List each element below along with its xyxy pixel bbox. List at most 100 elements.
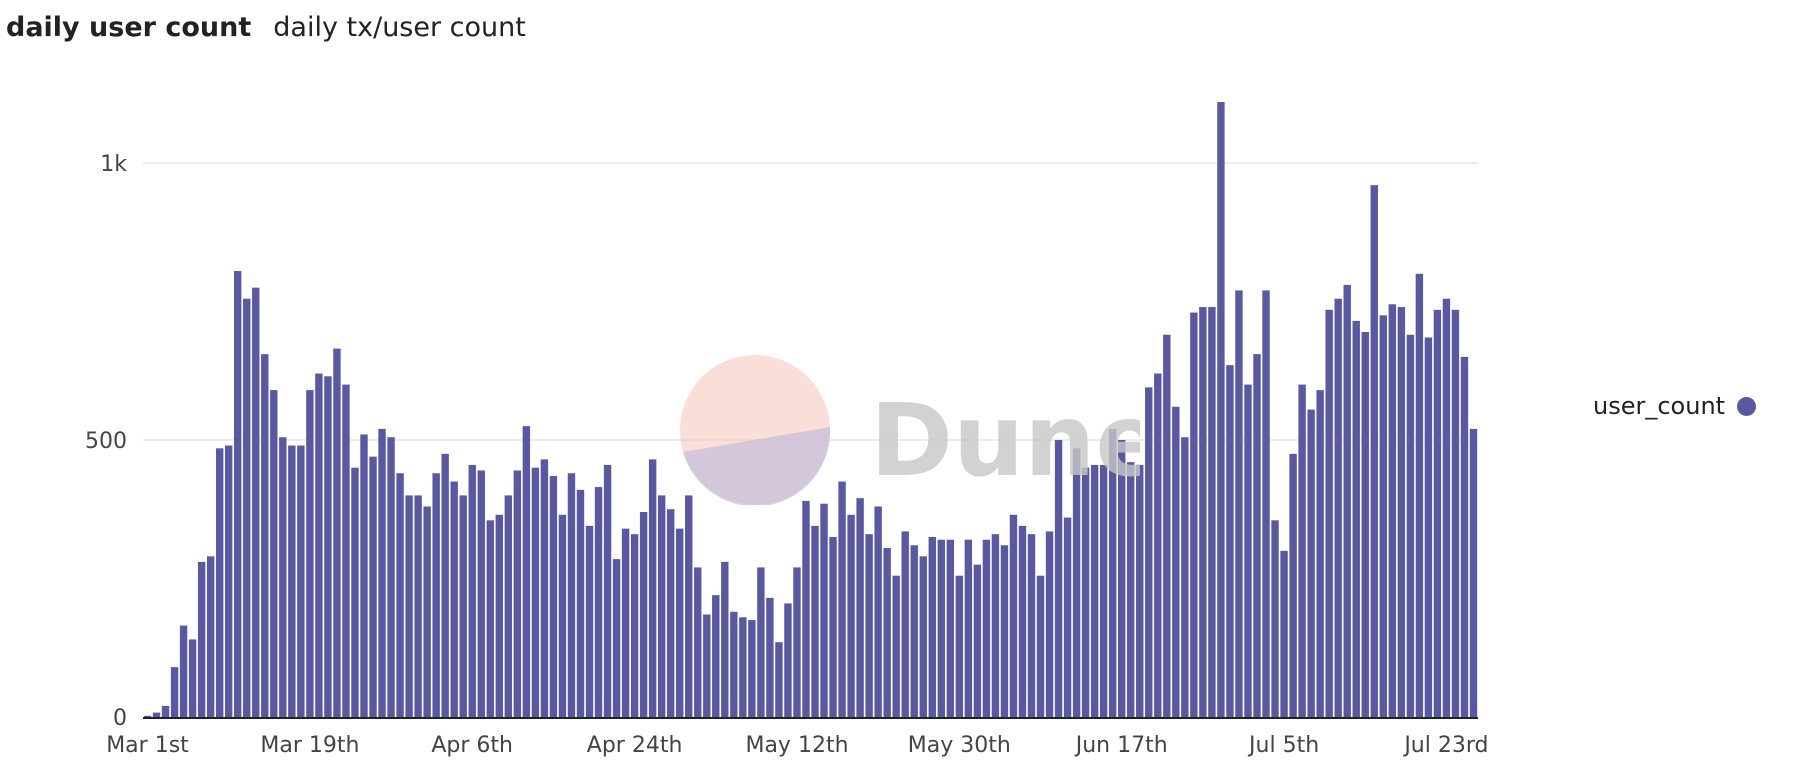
bar[interactable] [865, 534, 873, 717]
bar[interactable] [450, 481, 458, 717]
bar[interactable] [775, 642, 783, 717]
bar[interactable] [585, 525, 594, 717]
bar[interactable] [170, 667, 179, 717]
bar[interactable] [657, 495, 666, 717]
bar[interactable] [1145, 387, 1153, 717]
bar[interactable] [405, 495, 413, 717]
bar[interactable] [874, 506, 882, 717]
bar[interactable] [576, 489, 585, 717]
bar[interactable] [784, 603, 792, 717]
bar[interactable] [270, 390, 278, 717]
bar[interactable] [883, 548, 891, 717]
bar[interactable] [1172, 406, 1180, 717]
bar[interactable] [1118, 440, 1126, 717]
bar[interactable] [739, 617, 747, 717]
bar[interactable] [387, 437, 395, 717]
bar[interactable] [892, 575, 900, 717]
bar[interactable] [793, 567, 801, 717]
bar[interactable] [730, 611, 738, 717]
bar[interactable] [342, 384, 350, 717]
bar[interactable] [820, 503, 828, 717]
bar[interactable] [847, 514, 855, 717]
bar[interactable] [252, 287, 260, 717]
bar[interactable] [143, 715, 152, 717]
bar[interactable] [1406, 334, 1415, 717]
bar[interactable] [1181, 437, 1189, 717]
bar[interactable] [369, 456, 377, 717]
bar[interactable] [811, 525, 819, 717]
bar[interactable] [1334, 298, 1342, 717]
bar[interactable] [477, 470, 485, 717]
bar[interactable] [630, 534, 639, 717]
bar[interactable] [621, 528, 630, 717]
bar[interactable] [1108, 428, 1117, 717]
bar[interactable] [1000, 545, 1009, 717]
bar[interactable] [1442, 298, 1451, 717]
bar[interactable] [838, 481, 846, 717]
bar[interactable] [757, 567, 765, 717]
bar[interactable] [486, 520, 494, 717]
bar[interactable] [1054, 440, 1063, 717]
bar[interactable] [712, 595, 720, 717]
bar[interactable] [179, 625, 188, 717]
bar[interactable] [991, 534, 1000, 717]
bar[interactable] [829, 536, 837, 717]
bar[interactable] [1036, 575, 1045, 717]
bar[interactable] [513, 470, 522, 717]
bar[interactable] [901, 531, 909, 717]
bar[interactable] [1226, 365, 1234, 717]
bar[interactable] [152, 712, 161, 717]
bar[interactable] [1271, 520, 1279, 717]
bar[interactable] [324, 376, 332, 717]
bar[interactable] [306, 390, 314, 717]
bar[interactable] [206, 556, 215, 717]
bar[interactable] [441, 453, 449, 717]
bar[interactable] [703, 614, 711, 717]
bar[interactable] [1451, 309, 1460, 717]
bar[interactable] [1433, 309, 1442, 717]
bar[interactable] [351, 467, 359, 717]
bar[interactable] [685, 495, 693, 717]
bar[interactable] [955, 575, 964, 717]
bar[interactable] [1127, 462, 1135, 717]
bar[interactable] [694, 567, 702, 717]
legend[interactable]: user_count [1593, 392, 1757, 420]
bar[interactable] [1199, 307, 1207, 717]
bar[interactable] [748, 620, 756, 717]
bar[interactable] [1063, 517, 1072, 717]
bar[interactable] [378, 428, 386, 717]
bar[interactable] [1244, 384, 1252, 717]
bar[interactable] [558, 514, 567, 717]
bar[interactable] [982, 539, 991, 717]
bar[interactable] [1081, 467, 1090, 717]
bar[interactable] [766, 597, 774, 717]
bar[interactable] [1298, 384, 1306, 717]
bar[interactable] [1316, 390, 1324, 717]
bar[interactable] [288, 445, 296, 717]
bar[interactable] [1460, 356, 1469, 717]
bar[interactable] [197, 561, 206, 717]
bar[interactable] [504, 495, 513, 717]
tab-daily-user-count[interactable]: daily user count [6, 12, 252, 43]
bar[interactable] [1208, 307, 1216, 717]
bar[interactable] [1388, 304, 1397, 717]
bar[interactable] [1018, 525, 1027, 717]
bar[interactable] [802, 500, 810, 717]
bar[interactable] [1415, 273, 1424, 717]
bar[interactable] [215, 448, 224, 717]
bar[interactable] [1090, 464, 1099, 717]
bar[interactable] [910, 545, 918, 717]
bar[interactable] [973, 564, 982, 717]
bar[interactable] [919, 556, 927, 717]
bar[interactable] [1217, 102, 1225, 717]
bar[interactable] [1009, 514, 1018, 717]
bar[interactable] [315, 373, 323, 717]
bar[interactable] [1289, 453, 1297, 717]
bar[interactable] [297, 445, 305, 717]
bar[interactable] [1343, 284, 1351, 717]
bar[interactable] [1072, 448, 1081, 717]
bar[interactable] [1325, 309, 1333, 717]
bar[interactable] [540, 459, 549, 717]
bar[interactable] [1027, 534, 1036, 717]
bar[interactable] [188, 639, 197, 717]
